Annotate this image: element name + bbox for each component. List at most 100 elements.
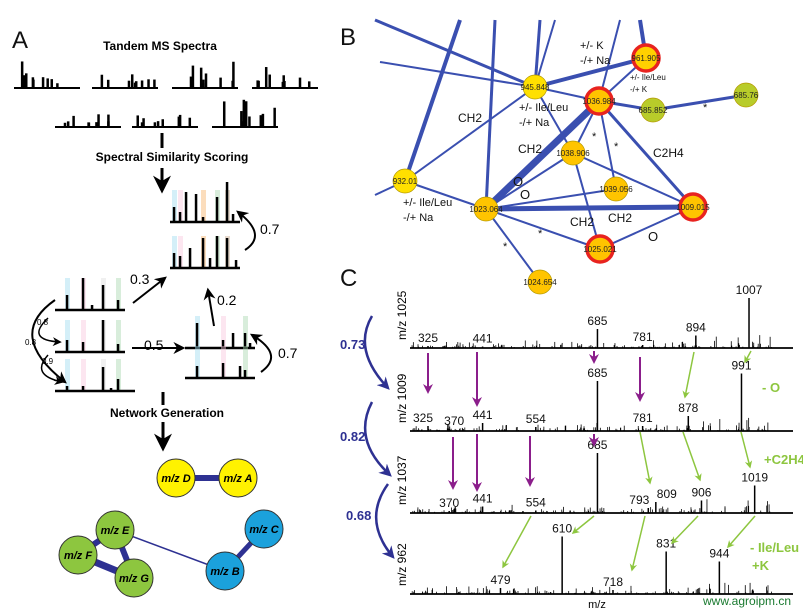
molecular-network-example: m/z D m/z A m/z E m/z F m/z G m/z B m/z C [58, 458, 284, 598]
shifted-peak-arrow [740, 431, 753, 469]
similarity-score: 0.73 [340, 337, 365, 352]
edge-label: -/+ Na [580, 55, 611, 67]
shared-peak-highlight [243, 316, 248, 348]
peak-label: 685 [587, 438, 607, 452]
peak-label: 1007 [736, 283, 763, 297]
similarity-arrow [375, 483, 395, 559]
peak [283, 80, 286, 88]
node-label: m/z A [224, 473, 253, 485]
network-edge [404, 180, 487, 210]
node-label: m/z F [64, 550, 92, 562]
network-node-a: m/z A [218, 458, 258, 498]
shared-peak-highlight [172, 190, 177, 222]
node-circle [58, 535, 98, 575]
similarity-score: 0.82 [340, 429, 365, 444]
panel-c-letter: C [340, 265, 357, 292]
shared-peak-highlight [65, 359, 70, 391]
scored-spectrum [55, 359, 135, 393]
node-label: m/z C [249, 524, 279, 536]
peak [106, 79, 110, 88]
node-circle [473, 196, 499, 222]
network-edge [485, 208, 541, 283]
self-similarity-arrow [236, 210, 256, 251]
panel-a: A Tandem MS Spectra Spectral Similarity … [12, 27, 318, 598]
shifted-peak-arrow [629, 515, 646, 572]
network-edge [597, 100, 695, 208]
node-label: 1024.654 [523, 278, 557, 287]
peak [238, 366, 242, 378]
node-circle [205, 551, 245, 591]
peak-label: 991 [731, 359, 751, 373]
peak-label: 793 [629, 493, 649, 507]
similarity-scoring-diagram [31, 182, 272, 393]
peak [161, 119, 164, 127]
network-node-b: m/z B [205, 551, 245, 591]
mirror-spectra: 325 441 685 781 894 1007 m/z 1025 325 370 441 554 6… [395, 283, 793, 595]
spectrum-label: m/z 962 [395, 543, 409, 586]
shared-peak-highlight [116, 278, 121, 310]
peak [244, 101, 248, 127]
node-circle [156, 458, 196, 498]
spectrum-thumbnail [14, 61, 80, 89]
shift-label: - Ile/Leu [750, 540, 799, 555]
peak [66, 121, 70, 127]
peak [97, 114, 100, 127]
scored-spectrum [185, 346, 255, 380]
peak [65, 340, 69, 352]
peak [72, 115, 75, 127]
peak [20, 61, 24, 88]
peak-label: 831 [656, 537, 676, 551]
node-circle [678, 192, 708, 222]
edge-label: +/- Ile/Leu [403, 197, 452, 209]
peak-label: 554 [526, 496, 546, 510]
score-label: 0.7 [260, 221, 280, 237]
similarity-arrow [203, 287, 216, 327]
network-edge [403, 19, 462, 182]
peak [116, 344, 120, 352]
peak [273, 107, 276, 127]
spectrum-thumbnail [172, 61, 238, 89]
network-node: 685.76 [733, 82, 759, 108]
node-circle [218, 458, 258, 498]
peak [136, 115, 139, 127]
edge-label: CH2 [608, 211, 632, 225]
peak [191, 65, 195, 88]
peak [172, 207, 176, 222]
node-label: 685.76 [734, 91, 759, 100]
spectrum-thumbnail [55, 114, 121, 128]
shifted-peak-arrow [682, 431, 702, 482]
spectrum-0: 325 441 685 781 894 1007 m/z 1025 [395, 283, 793, 349]
network-edges [374, 18, 747, 283]
peak-label: 718 [603, 575, 623, 589]
peak [109, 388, 113, 391]
edge-label: * [503, 241, 508, 253]
shared-peak-highlight [221, 316, 226, 348]
peak [215, 236, 219, 268]
peak [178, 256, 182, 268]
network-edge [652, 93, 747, 112]
peak [188, 117, 192, 127]
peak [184, 192, 188, 222]
scored-spectrum [55, 320, 125, 354]
network-edge [534, 86, 574, 154]
peak [81, 342, 85, 352]
node-circle [603, 176, 629, 202]
peak [201, 238, 205, 268]
peak-label: 894 [686, 321, 706, 335]
node-label: m/z E [101, 525, 130, 537]
peak [65, 295, 69, 310]
peak [208, 258, 212, 268]
edge-label: -/+ Na [519, 117, 550, 129]
scored-spectrum [170, 182, 240, 224]
shared-peak-highlight [195, 346, 200, 378]
network-edge [572, 152, 601, 250]
peak-label: 685 [587, 314, 607, 328]
network-node: 945.848 [521, 74, 550, 100]
panel-c: C 325 441 685 781 894 1007 m/z 1025 325 370 441 55… [340, 265, 803, 611]
peak [153, 122, 157, 127]
peak [243, 333, 247, 348]
peak [234, 260, 238, 268]
node-circle [95, 510, 135, 550]
peak [221, 363, 225, 378]
spectrum-thumbnail [92, 74, 158, 89]
